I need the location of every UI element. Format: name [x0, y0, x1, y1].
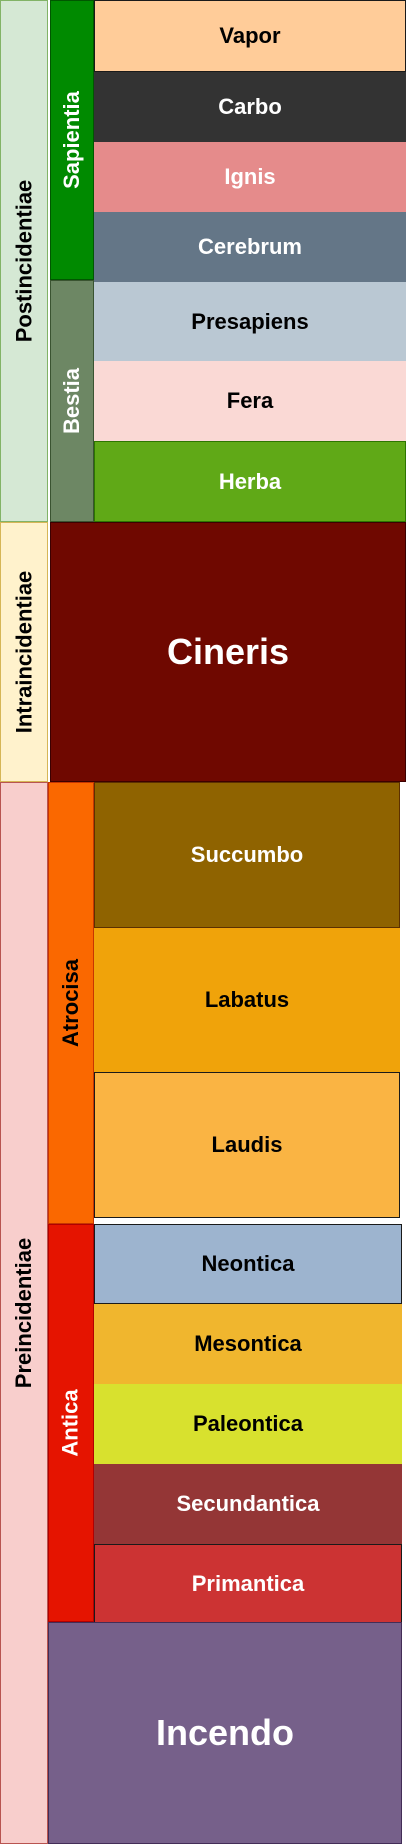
period-carbo: Carbo [94, 72, 406, 142]
period-label: Ignis [224, 164, 276, 189]
period-cerebrum: Cerebrum [94, 212, 406, 282]
period-label: Primantica [191, 1571, 305, 1596]
group-label: Antica [58, 1389, 83, 1457]
span-label: Cineris [166, 631, 290, 672]
group-antica: Antica [48, 1224, 94, 1622]
period-ignis: Ignis [94, 142, 406, 212]
period-label: Succumbo [190, 842, 304, 867]
period-neontica: Neontica [94, 1224, 402, 1304]
span-incendo: Incendo [48, 1622, 402, 1844]
period-label: Presapiens [191, 308, 309, 334]
period-label: Vapor [219, 23, 281, 48]
group-sapientia: Sapientia [50, 0, 94, 280]
era-preincidentiae: Preincidentiae [0, 782, 48, 1844]
period-label: Paleontica [192, 1411, 304, 1436]
era-label: Preincidentiae [11, 1237, 37, 1389]
period-label: Cerebrum [198, 234, 302, 259]
period-fera: Fera [94, 361, 406, 441]
period-presapiens: Presapiens [94, 282, 406, 361]
period-label: Fera [226, 388, 274, 413]
period-label: Herba [218, 468, 282, 494]
group-label: Bestia [59, 367, 85, 435]
period-secundantica: Secundantica [94, 1464, 402, 1544]
period-label: Labatus [204, 987, 290, 1012]
period-labatus: Labatus [94, 928, 400, 1072]
period-vapor: Vapor [94, 0, 406, 72]
period-herba: Herba [94, 441, 406, 522]
period-mesontica: Mesontica [94, 1304, 402, 1384]
period-succumbo: Succumbo [94, 782, 400, 928]
group-bestia: Bestia [50, 280, 94, 522]
span-cineris: Cineris [50, 522, 406, 782]
period-label: Mesontica [194, 1331, 302, 1356]
span-label: Incendo [155, 1712, 294, 1753]
era-intraincidentiae: Intraincidentiae [0, 522, 48, 782]
era-label: Intraincidentiae [11, 570, 36, 734]
era-label: Postincidentiae [11, 179, 36, 343]
group-label: Sapientia [59, 91, 84, 189]
period-label: Secundantica [176, 1491, 320, 1516]
group-label: Atrocisa [58, 958, 84, 1048]
period-label: Laudis [211, 1132, 283, 1157]
period-paleontica: Paleontica [94, 1384, 402, 1464]
period-primantica: Primantica [94, 1544, 402, 1624]
period-label: Carbo [218, 94, 282, 119]
period-laudis: Laudis [94, 1072, 400, 1218]
era-postincidentiae: Postincidentiae [0, 0, 48, 522]
period-label: Neontica [201, 1251, 295, 1276]
group-atrocisa: Atrocisa [48, 782, 94, 1224]
